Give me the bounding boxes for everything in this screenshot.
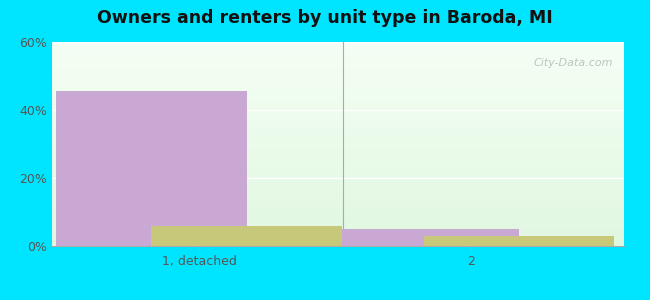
Legend: Owner occupied units, Renter occupied units: Owner occupied units, Renter occupied un… bbox=[155, 297, 521, 300]
Bar bbox=[328, 229, 519, 246]
Bar bbox=[424, 236, 614, 246]
Text: Owners and renters by unit type in Baroda, MI: Owners and renters by unit type in Barod… bbox=[97, 9, 553, 27]
Text: City-Data.com: City-Data.com bbox=[533, 58, 612, 68]
Bar bbox=[151, 226, 342, 246]
Bar bbox=[56, 91, 247, 246]
